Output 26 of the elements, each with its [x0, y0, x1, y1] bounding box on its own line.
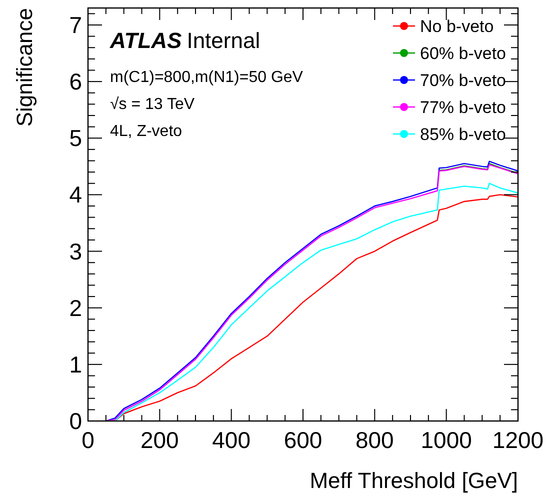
y-tick-label: 6 [69, 68, 82, 95]
x-tick-label: 1000 [420, 427, 472, 453]
legend-label: 60% b-veto [420, 44, 506, 63]
x-tick-label: 200 [140, 427, 179, 453]
annotation: ATLAS Internal [109, 28, 260, 53]
legend-label: 77% b-veto [420, 98, 506, 117]
y-axis-title: Significance [12, 8, 37, 127]
annotation: m(C1)=800,m(N1)=50 GeV [110, 69, 304, 86]
x-tick-label: 600 [284, 427, 322, 453]
legend-label: 70% b-veto [420, 71, 506, 90]
y-tick-label: 4 [69, 182, 82, 208]
y-tick-label: 3 [69, 238, 82, 264]
annotation: 4L, Z-veto [110, 123, 182, 140]
legend-label: No b-veto [420, 17, 494, 36]
line-series [438, 162, 518, 174]
y-tick-label: 7 [69, 12, 82, 38]
annotation: √s = 13 TeV [110, 96, 195, 113]
x-tick-label: 400 [212, 427, 251, 453]
x-axis-title: Meff Threshold [GeV] [310, 468, 518, 493]
x-tick-label: 800 [355, 427, 394, 453]
legend-label: 85% b-veto [420, 125, 506, 144]
y-tick-label: 5 [69, 125, 82, 152]
y-tick-label: 2 [69, 294, 82, 321]
x-tick-label: 1200 [492, 427, 544, 453]
y-tick-label: 0 [69, 408, 82, 434]
y-tick-label: 1 [69, 351, 82, 378]
